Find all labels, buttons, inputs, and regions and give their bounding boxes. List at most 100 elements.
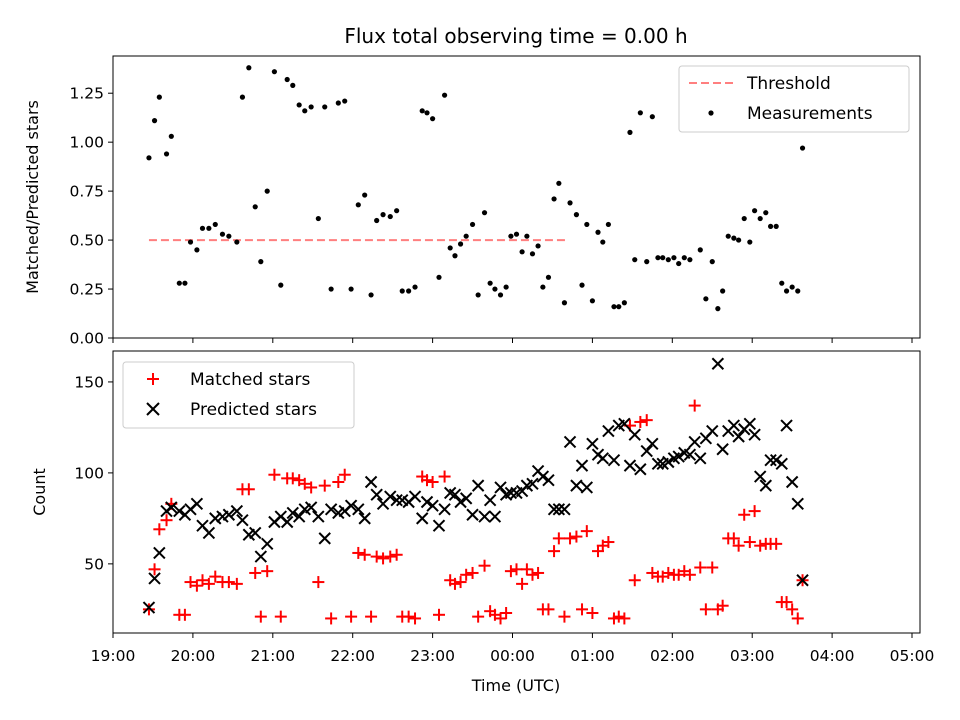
measurement-point (447, 245, 453, 251)
predicted-star-point (727, 419, 741, 432)
measurement-point (715, 306, 721, 312)
measurement-point (621, 300, 627, 306)
measurement-point (394, 208, 400, 214)
measurement-point (573, 212, 580, 218)
measurement-point (545, 274, 552, 280)
measurement-point (752, 208, 758, 214)
predicted-star-point (249, 526, 262, 540)
predicted-star-point (488, 510, 502, 523)
top-legend: Threshold Measurements (678, 65, 910, 133)
matched-star-point (662, 566, 675, 579)
matched-star-point (564, 532, 577, 545)
bottom-x-tick-label: 23:00 (410, 647, 455, 665)
top-y-tick-label: 0.50 (69, 232, 104, 250)
measurement-point (278, 282, 284, 288)
predicted-star-point (318, 532, 331, 545)
predicted-star-point (390, 493, 403, 507)
matched-star-point (153, 523, 166, 536)
measurement-point (452, 253, 458, 259)
predicted-star-point (552, 503, 566, 516)
measurement-point (736, 237, 742, 243)
measurement-point (644, 259, 650, 265)
matched-star-point (472, 610, 485, 623)
predicted-star-point (432, 519, 446, 532)
predicted-star-point (586, 437, 599, 450)
measurement-point (655, 255, 661, 261)
measurement-point (258, 259, 264, 265)
measurement-point (503, 284, 509, 290)
matched-star-point (230, 577, 243, 590)
measurement-point (632, 257, 638, 263)
predicted-star-point (280, 515, 294, 529)
matched-star-point (520, 563, 533, 576)
matched-star-point (586, 606, 599, 619)
matched-star-point (142, 603, 155, 616)
chart-title: Flux total observing time = 0.00 h (344, 24, 687, 48)
measurement-point (481, 210, 488, 216)
predicted-star-point (408, 490, 422, 503)
bottom-y-axis-label: Count (30, 468, 49, 516)
measurement-point (234, 239, 240, 245)
predicted-star-point (324, 503, 338, 516)
predicted-star-point (466, 508, 479, 521)
predicted-star-point (628, 428, 641, 441)
predicted-star-point (364, 475, 378, 489)
matched-star-point (286, 472, 299, 485)
matched-star-point (148, 563, 161, 576)
predicted-star-point (459, 492, 473, 505)
predicted-star-point (575, 459, 589, 472)
measurement-point (374, 217, 380, 224)
matched-star-point (532, 566, 545, 579)
matched-star-point (390, 548, 403, 561)
predicted-star-point (153, 546, 166, 560)
matched-star-point (196, 574, 209, 587)
matched-star-point (754, 539, 767, 552)
predicted-star-point (504, 486, 518, 500)
matched-star-point (332, 475, 345, 488)
predicted-star-point (494, 481, 507, 494)
measurement-point (600, 239, 606, 245)
predicted-star-point (662, 455, 675, 469)
measurement-point (720, 288, 726, 294)
predicted-star-point (646, 437, 659, 450)
matched-star-point (305, 481, 318, 494)
measurement-point (296, 102, 302, 108)
predicted-star-point (651, 457, 665, 471)
matched-star-point (634, 415, 647, 428)
bottom-x-tick-label: 22:00 (330, 647, 375, 665)
matched-star-point (732, 539, 745, 552)
predicted-star-point (416, 512, 429, 525)
measurement-point (163, 151, 170, 157)
matched-star-point (249, 566, 262, 579)
measurement-point (687, 257, 693, 263)
bottom-x-tick-label: 03:00 (730, 647, 775, 665)
legend-predicted-label: Predicted stars (190, 400, 317, 420)
predicted-star-point (759, 479, 772, 492)
predicted-star-point (542, 473, 555, 487)
measurement-point (789, 284, 795, 290)
measurement-point (497, 292, 504, 298)
measurement-point (556, 180, 562, 186)
measurement-point (463, 233, 469, 239)
measurement-point (322, 104, 328, 110)
matched-star-point (432, 608, 445, 621)
top-panel-ratio: 0.00 0.25 0.50 0.75 1.00 1.25 Matched/Predict… (23, 55, 921, 348)
predicted-star-point (753, 470, 767, 483)
matched-star-point (190, 579, 203, 592)
matched-star-point (421, 474, 434, 487)
matched-star-point (706, 561, 719, 574)
predicted-star-point (683, 448, 697, 461)
measurement-point (328, 286, 334, 292)
measurement-point (308, 104, 314, 110)
measurement-point (368, 292, 374, 298)
matched-star-point (683, 568, 696, 581)
predicted-star-point (570, 479, 583, 492)
matched-star-point (454, 576, 467, 589)
predicted-star-point (748, 428, 761, 441)
measurement-point (567, 200, 573, 206)
predicted-star-point (596, 452, 610, 465)
matched-star-point (780, 596, 793, 609)
measurement-point (697, 247, 703, 253)
measurement-point (551, 196, 557, 202)
predicted-star-point (358, 512, 371, 525)
